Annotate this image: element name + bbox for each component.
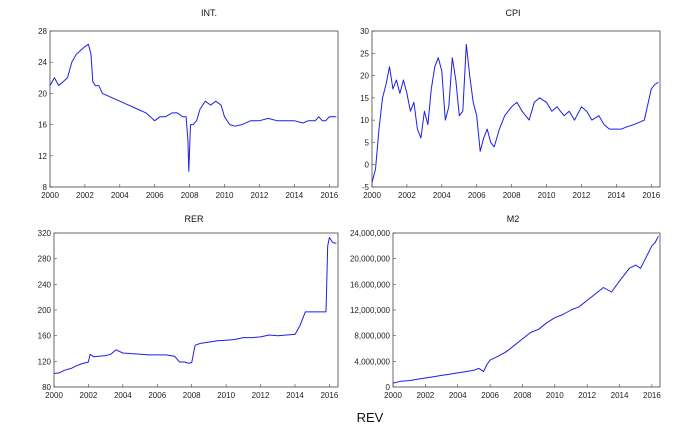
x-tick-label: 2004 (433, 191, 451, 200)
x-tick-label: 2010 (546, 391, 564, 400)
x-tick-label: 2016 (642, 191, 660, 200)
plot-frame (371, 30, 661, 188)
x-tick-label: 2012 (252, 391, 270, 400)
plot-frame (49, 30, 339, 188)
x-tick-label: 2000 (384, 391, 402, 400)
plot-frame (392, 232, 661, 388)
panel-title: INT. (201, 8, 217, 18)
x-tick-label: 2016 (320, 191, 338, 200)
x-tick-label: 2006 (468, 191, 486, 200)
x-tick-label: 2008 (181, 191, 199, 200)
y-tick-label: 120 (38, 357, 52, 366)
x-tick-label: 2010 (217, 391, 235, 400)
y-tick-label: 20,000,000 (350, 255, 391, 264)
y-tick-label: 16 (38, 121, 47, 130)
y-tick-label: 8 (43, 183, 48, 192)
y-tick-label: 320 (38, 229, 52, 238)
y-tick-label: 0 (365, 161, 370, 170)
x-tick-label: 2004 (114, 391, 132, 400)
series-line (371, 43, 659, 183)
series-line (49, 43, 337, 172)
y-tick-label: 80 (42, 383, 51, 392)
y-tick-label: 5 (365, 138, 370, 147)
y-tick-label: 4,000,000 (354, 357, 390, 366)
y-tick-label: 12 (38, 152, 47, 161)
rer-panel: RER 80 120 160 200 240 280 320 2000 2002 2004 2006… (38, 214, 339, 400)
figure-caption: REV (357, 410, 384, 425)
x-tick-label: 2002 (80, 391, 98, 400)
x-tick-label: 2010 (216, 191, 234, 200)
y-tick-label: 160 (38, 332, 52, 341)
y-tick-label: 25 (360, 49, 369, 58)
y-tick-label: 15 (360, 94, 369, 103)
int-rate-panel: INT. 8 12 16 20 24 28 2000 2002 2004 2006 2008 2010… (38, 8, 339, 200)
x-tick-label: 2006 (146, 191, 164, 200)
x-tick-label: 2008 (503, 191, 521, 200)
x-tick-label: 2012 (251, 191, 269, 200)
m2-panel: M2 0 4,000,000 8,000,000 12,000,000 16,000,0… (350, 214, 661, 400)
y-tick-label: 24,000,000 (350, 229, 391, 238)
x-tick-label: 2016 (320, 391, 338, 400)
x-tick-label: 2008 (183, 391, 201, 400)
y-tick-label: 20 (360, 72, 369, 81)
y-tick-label: 10 (360, 116, 369, 125)
panel-title: M2 (507, 214, 520, 224)
x-tick-label: 2010 (538, 191, 556, 200)
y-tick-label: 12,000,000 (350, 306, 391, 315)
series-line (392, 235, 659, 384)
y-tick-label: 280 (38, 255, 52, 264)
x-tick-label: 2004 (449, 391, 467, 400)
x-tick-label: 2004 (111, 191, 129, 200)
cpi-panel: CPI -5 0 5 10 15 20 25 30 2000 2002 2004 2006 2008 20… (360, 8, 661, 200)
x-tick-label: 2014 (611, 391, 629, 400)
y-tick-label: 24 (38, 58, 47, 67)
x-tick-label: 2008 (514, 391, 532, 400)
x-tick-label: 2002 (76, 191, 94, 200)
x-tick-label: 2006 (481, 391, 499, 400)
panel-title: CPI (505, 8, 520, 18)
y-tick-label: 28 (38, 27, 47, 36)
y-tick-label: 240 (38, 280, 52, 289)
x-tick-label: 2000 (363, 191, 381, 200)
y-tick-label: 20 (38, 89, 47, 98)
x-tick-label: 2014 (286, 391, 304, 400)
plot-frame (53, 232, 339, 388)
x-tick-label: 2012 (573, 191, 591, 200)
y-tick-label: -5 (362, 183, 370, 192)
x-tick-label: 2014 (285, 191, 303, 200)
x-tick-label: 2002 (398, 191, 416, 200)
x-tick-label: 2016 (643, 391, 661, 400)
x-tick-label: 2002 (416, 391, 434, 400)
x-tick-label: 2012 (578, 391, 596, 400)
x-tick-label: 2000 (45, 391, 63, 400)
y-tick-label: 200 (38, 306, 52, 315)
x-tick-label: 2006 (148, 391, 166, 400)
y-tick-label: 8,000,000 (354, 332, 390, 341)
y-tick-label: 30 (360, 27, 369, 36)
y-tick-label: 16,000,000 (350, 280, 391, 289)
panel-title: RER (184, 214, 204, 224)
y-tick-label: 0 (386, 383, 391, 392)
x-tick-label: 2000 (41, 191, 59, 200)
series-line (53, 237, 337, 374)
x-tick-label: 2014 (607, 191, 625, 200)
